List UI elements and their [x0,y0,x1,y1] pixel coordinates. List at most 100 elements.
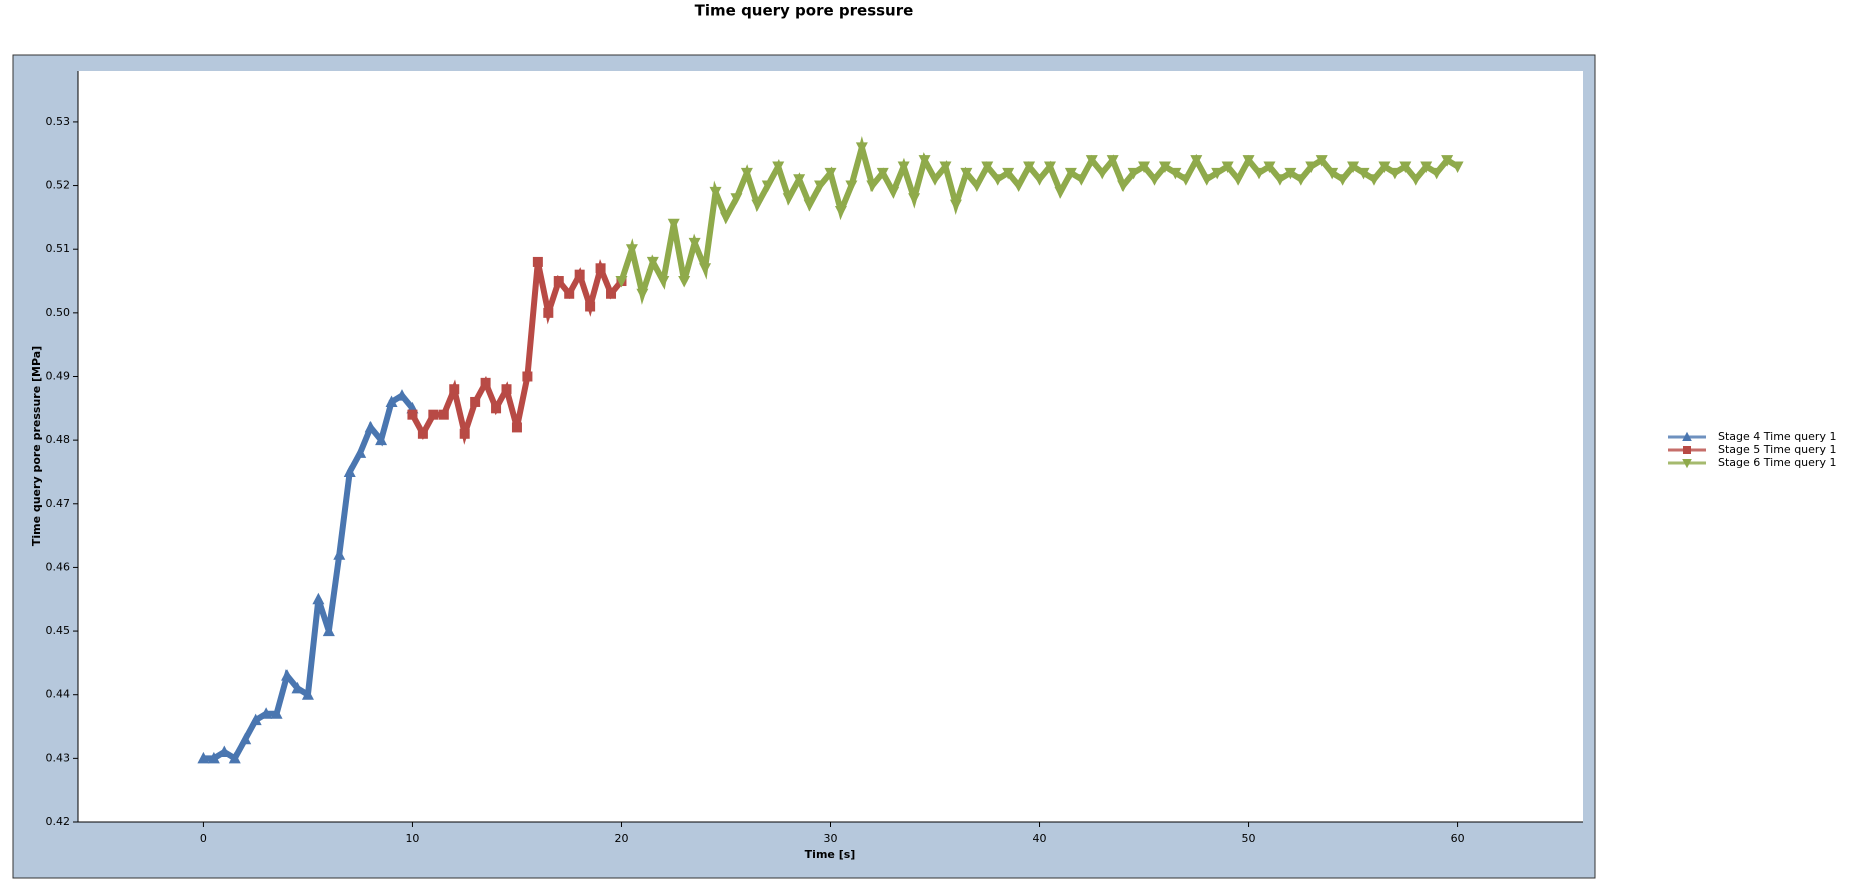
y-tick-label: 0.53 [46,115,71,128]
y-tick-label: 0.50 [46,306,71,319]
data-point [1378,161,1391,173]
data-point [939,161,952,173]
data-point [1451,161,1464,173]
data-point [585,301,596,312]
data-point [897,161,910,173]
data-point [1253,167,1266,180]
y-tick-label: 0.48 [46,433,71,446]
data-point [1221,161,1234,173]
data-point [375,433,388,446]
data-point [207,751,220,764]
data-point [522,371,533,382]
data-point [1190,155,1203,167]
x-tick-label: 0 [200,832,207,845]
legend-marker [1682,431,1692,441]
data-point [1409,174,1422,186]
data-point [239,732,252,745]
y-axis-title: Time query pore pressure [MPa] [30,346,43,546]
data-point [719,212,732,224]
data-point [1263,161,1276,173]
y-tick-label: 0.44 [46,688,71,701]
data-point [699,263,712,275]
y-tick-label: 0.49 [46,369,71,382]
data-point [1326,167,1339,180]
x-tick-label: 30 [824,832,838,845]
data-point [218,745,231,757]
data-point [291,681,304,694]
data-point [459,428,470,439]
data-point [960,167,973,180]
data-point [1002,167,1015,180]
x-tick-label: 60 [1451,832,1465,845]
y-tick-label: 0.42 [46,815,71,828]
data-point [1211,167,1224,180]
data-point [249,713,262,726]
data-point [312,592,325,605]
data-point [1096,167,1109,180]
data-point [1273,174,1286,186]
data-point [511,422,522,433]
data-point [407,409,418,420]
data-point [417,428,428,439]
data-point [793,174,806,186]
data-point [574,269,585,280]
data-point [751,199,764,212]
y-tick-label: 0.43 [46,751,71,764]
data-point [1064,167,1077,180]
data-point [1242,155,1255,167]
data-point [845,180,858,193]
data-point [385,395,398,407]
data-point [532,256,543,267]
data-point [260,707,273,719]
data-point [470,396,481,407]
data-point [981,161,994,173]
data-point [740,167,753,180]
data-point [730,193,743,205]
data-point [646,256,659,269]
data-point [876,167,889,180]
data-point [834,206,847,218]
data-point [1305,161,1318,173]
y-tick-label: 0.45 [46,624,71,637]
data-point [1430,167,1443,180]
y-tick-label: 0.46 [46,560,71,573]
data-point [949,199,962,212]
data-point [970,180,983,193]
chart-title: Time query pore pressure [695,2,914,20]
legend-label: Stage 6 Time query 1 [1718,456,1836,469]
x-tick-label: 10 [405,832,419,845]
data-point [1179,174,1192,186]
data-point [595,263,606,274]
legend-label: Stage 4 Time query 1 [1718,430,1836,443]
data-point [824,167,837,180]
data-point [667,218,680,231]
data-point [197,751,210,764]
data-point [301,688,314,700]
x-axis-title: Time [s] [805,848,856,861]
data-point [782,193,795,205]
data-point [1420,161,1433,173]
plot-area [78,71,1583,822]
data-point [543,307,554,318]
data-point [395,389,408,401]
data-point [1315,155,1328,167]
x-tick-label: 40 [1033,832,1047,845]
data-point [1294,174,1307,186]
data-point [1075,174,1088,186]
data-point [270,707,283,719]
data-point [1043,161,1056,173]
data-point [428,409,439,420]
data-point [1138,161,1151,173]
data-point [855,142,868,154]
data-point [887,186,900,199]
data-point [688,237,701,250]
data-point [1357,167,1370,180]
data-point [657,276,670,288]
data-point [615,276,628,288]
y-tick-label: 0.52 [46,179,71,192]
data-point [1158,161,1171,173]
data-point [678,276,691,288]
y-tick-label: 0.47 [46,497,71,510]
data-point [343,465,356,477]
data-point [281,669,294,681]
